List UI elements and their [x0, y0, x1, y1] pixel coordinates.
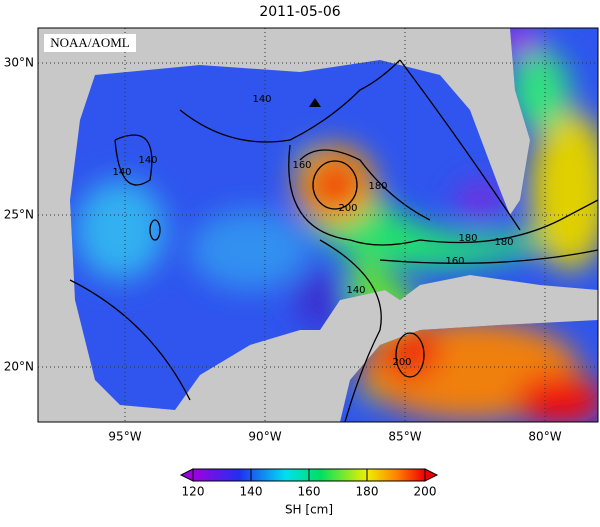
map-title: 2011-05-06	[259, 4, 340, 20]
colorbar-tick-label: 180	[356, 485, 379, 499]
colorbar: SH [cm] 120 140 160 180 200	[179, 468, 439, 517]
contour-label: 140	[138, 155, 157, 166]
colorbar-tick-label: 140	[240, 485, 263, 499]
colorbar-label: SH [cm]	[285, 503, 333, 517]
contour-label: 180	[494, 237, 513, 248]
lon-tick-label: 95°W	[108, 430, 141, 444]
lon-tick-label: 90°W	[248, 430, 281, 444]
lat-tick-label: 25°N	[4, 208, 34, 222]
colorbar-low	[179, 468, 194, 482]
colorbar-tick-label: 200	[414, 485, 437, 499]
credit-box	[44, 34, 136, 52]
credit: NOAA/AOML	[50, 35, 130, 50]
contour-label: 160	[292, 160, 311, 171]
contour-label: 140	[252, 94, 271, 105]
contour-label: 140	[112, 167, 131, 178]
contour-label: 180	[458, 233, 477, 244]
contour-label: 180	[368, 181, 387, 192]
lon-tick-label: 80°W	[528, 430, 561, 444]
colorbar-tick-label: 160	[298, 485, 321, 499]
colorbar-tick-label: 120	[182, 485, 205, 499]
contours	[69, 59, 599, 423]
map-frame	[37, 27, 599, 423]
contour-label: 140	[346, 285, 365, 296]
contour-label: 160	[445, 256, 464, 267]
station-marker	[309, 98, 321, 107]
contour-label: 200	[338, 203, 357, 214]
graticule	[38, 28, 598, 422]
lon-tick-label: 85°W	[388, 430, 421, 444]
colorbar-high	[424, 468, 439, 482]
lat-tick-label: 20°N	[4, 360, 34, 374]
lat-tick-label: 30°N	[4, 56, 34, 70]
contour-label: 200	[392, 357, 411, 368]
